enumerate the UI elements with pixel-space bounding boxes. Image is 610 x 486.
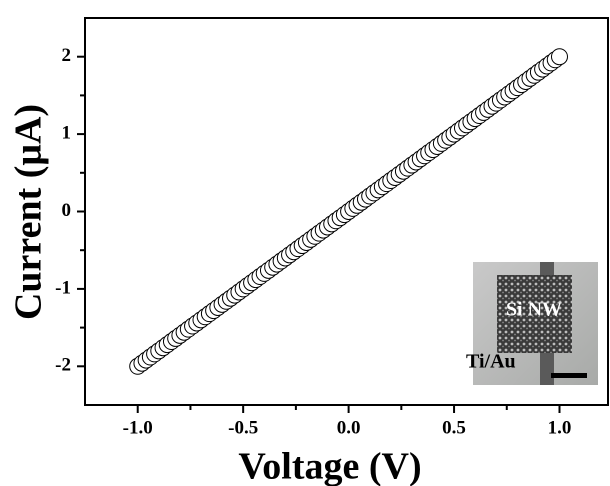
y-tick-label: 0: [62, 200, 72, 221]
x-tick-label: -1.0: [123, 417, 153, 438]
inset-image: Si NW Ti/Au: [466, 262, 598, 385]
y-axis-label: Current (μA): [8, 104, 50, 320]
data-point: [550, 48, 568, 66]
y-tick-label: -1: [55, 277, 71, 298]
inset-label: Ti/Au: [466, 351, 516, 373]
x-axis-label: Voltage (V): [238, 446, 421, 486]
x-tick-label: 0.5: [442, 417, 466, 438]
x-tick-label: -0.5: [228, 417, 258, 438]
x-tick-label: 1.0: [548, 417, 572, 438]
y-tick-label: 1: [62, 122, 72, 143]
x-tick-label: 0.0: [337, 417, 361, 438]
y-tick-label: -2: [55, 355, 71, 376]
y-tick-label: 2: [62, 45, 72, 66]
inset-label: Si NW: [506, 299, 562, 321]
